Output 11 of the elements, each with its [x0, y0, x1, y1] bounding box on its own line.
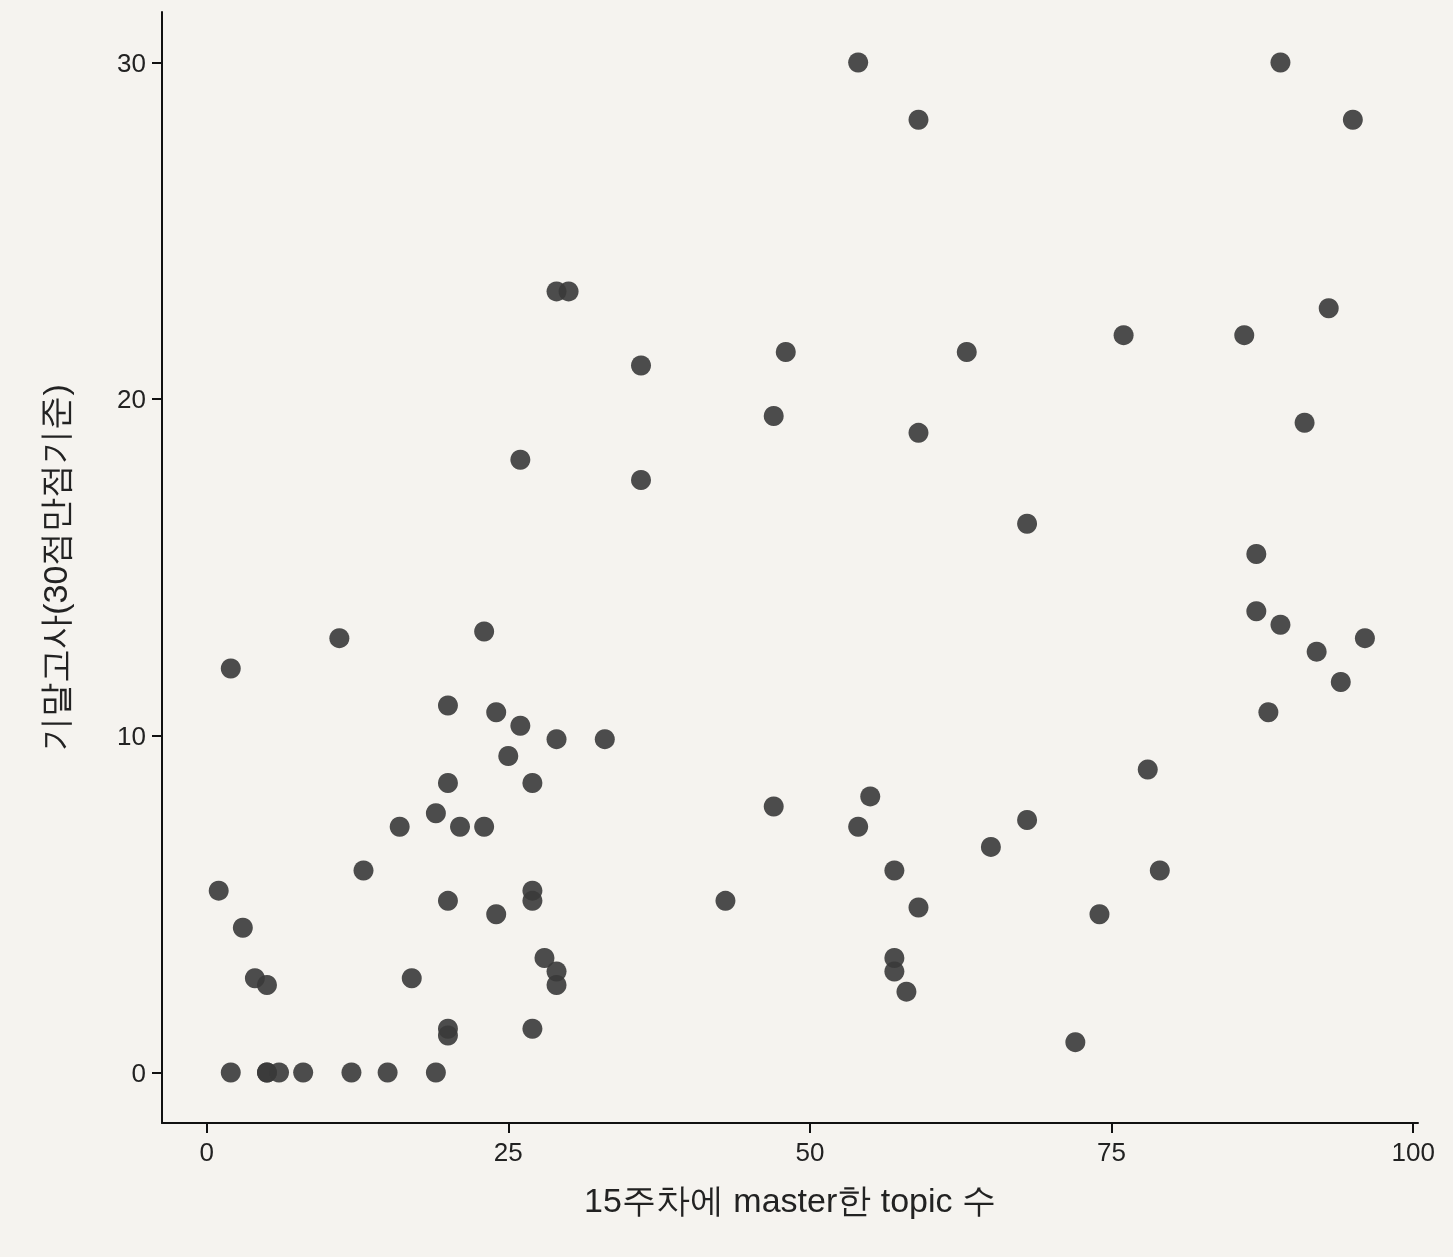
- y-axis-title: 기말고사(30점만점기준): [36, 384, 74, 751]
- x-tick-label: 100: [1391, 1137, 1435, 1167]
- x-tick-label: 50: [795, 1137, 825, 1167]
- x-tick-label: 0: [199, 1137, 214, 1167]
- y-tick-label: 10: [117, 720, 146, 751]
- x-tick-label: 25: [493, 1137, 523, 1167]
- y-tick-label: 0: [131, 1057, 146, 1088]
- y-tick-label: 20: [117, 384, 146, 415]
- y-tick-label: 30: [117, 47, 146, 78]
- x-tick-label: 75: [1097, 1137, 1126, 1167]
- x-axis-title: 15주차에 master한 topic 수: [584, 1181, 996, 1219]
